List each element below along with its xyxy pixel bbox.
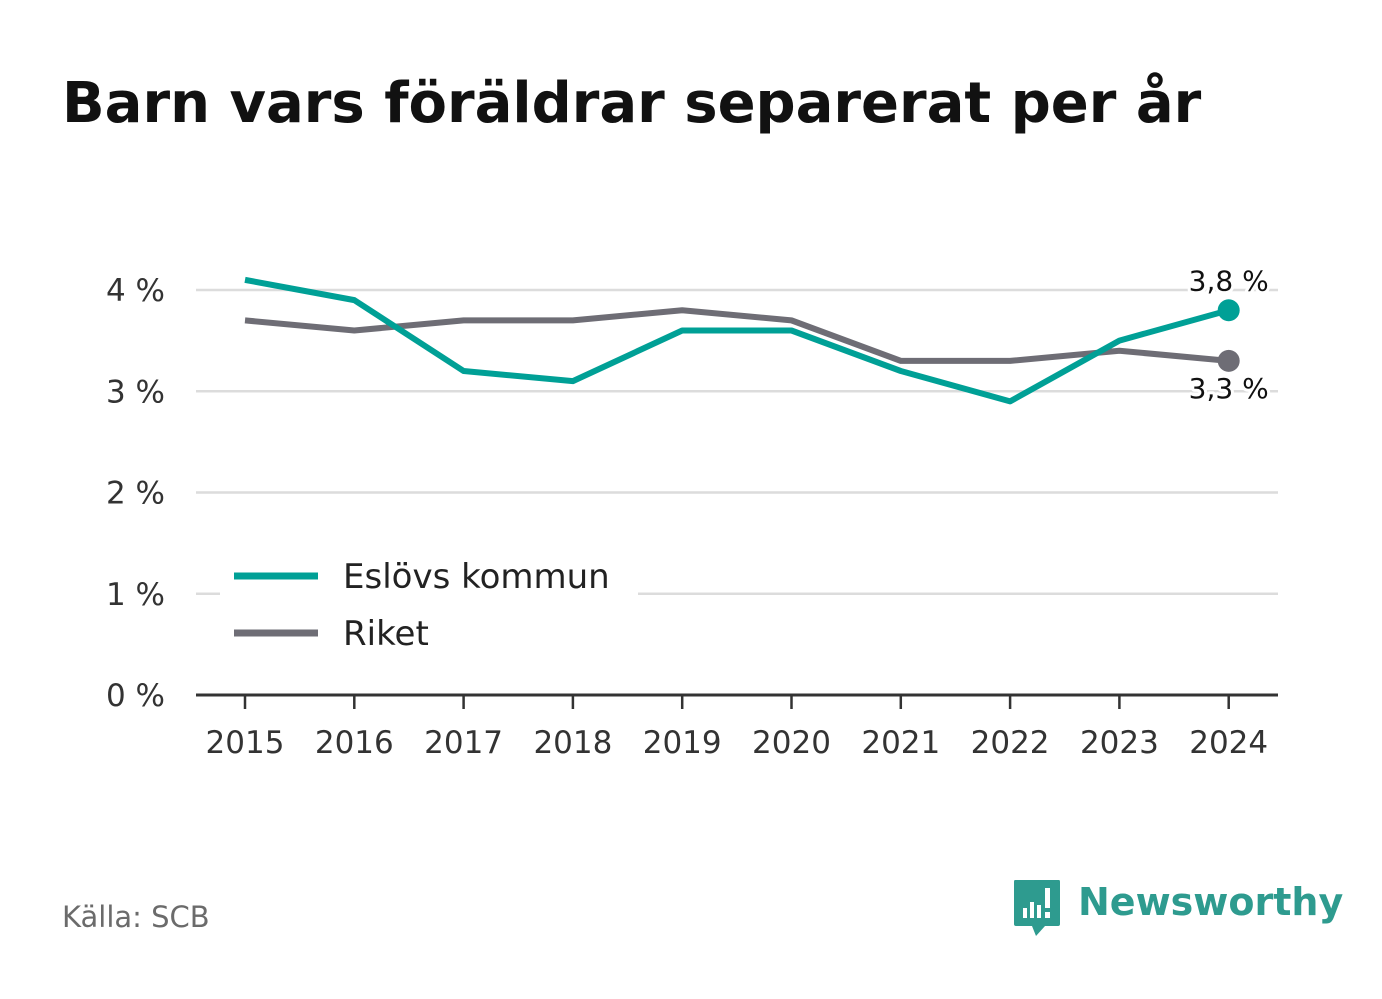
end-point-marker xyxy=(1217,299,1240,322)
source-note: Källa: SCB xyxy=(62,900,210,934)
end-value-label: 3,3 % xyxy=(1189,372,1269,405)
legend-label: Riket xyxy=(343,614,429,654)
legend-background xyxy=(220,548,638,666)
newsworthy-logo-icon xyxy=(1014,880,1060,936)
series-line xyxy=(244,276,1230,405)
y-tick-label: 4 % xyxy=(106,273,165,309)
y-tick-label: 0 % xyxy=(106,678,165,714)
legend-label: Eslövs kommun xyxy=(343,557,610,597)
x-tick-label: 2016 xyxy=(315,725,394,761)
y-tick-label: 1 % xyxy=(106,577,165,613)
end-point-marker xyxy=(1217,349,1240,372)
x-tick-label: 2024 xyxy=(1189,725,1268,761)
x-tick-label: 2021 xyxy=(861,725,940,761)
y-tick-label: 3 % xyxy=(106,374,165,410)
x-tick-label: 2015 xyxy=(206,725,285,761)
x-tick-label: 2019 xyxy=(643,725,722,761)
brand-logo: Newsworthy xyxy=(1012,878,1343,940)
x-tick-label: 2018 xyxy=(533,725,612,761)
series-line xyxy=(244,307,1229,364)
end-value-label: 3,8 % xyxy=(1189,264,1269,297)
x-tick-label: 2020 xyxy=(752,725,831,761)
x-tick-label: 2022 xyxy=(971,725,1050,761)
x-tick-label: 2023 xyxy=(1080,725,1159,761)
x-tick-label: 2017 xyxy=(424,725,503,761)
brand-name: Newsworthy xyxy=(1078,880,1344,924)
chart-title: Barn vars föräldrar separerat per år xyxy=(62,71,1202,136)
y-tick-label: 2 % xyxy=(106,476,165,512)
